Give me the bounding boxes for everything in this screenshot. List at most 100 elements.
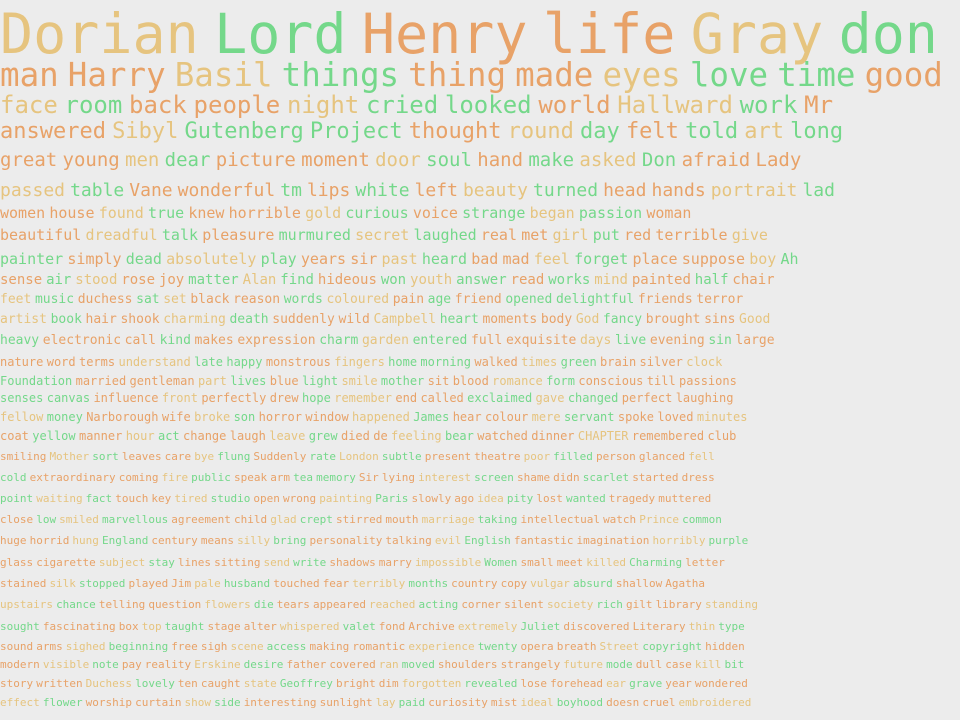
cloud-word: gold [305,204,342,222]
cloud-word: forehead [550,677,604,690]
cloud-word: form [546,374,576,388]
cloud-word: back [129,91,187,119]
cloud-word: table [70,180,125,201]
word-cloud-line: glass cigarette subject stay lines sitting sen… [0,556,728,569]
cloud-word: tm [280,180,302,201]
cloud-word: touched [273,577,320,590]
cloud-word: morning [420,355,471,369]
cloud-word: memory [316,471,356,484]
cloud-word: question [148,598,202,611]
cloud-word: fancy [602,312,643,327]
cloud-word: sighed [65,640,106,653]
cloud-word: arm [270,471,291,484]
cloud-word: senses [0,391,44,405]
cloud-word: Paris [375,492,409,505]
cloud-word: heard [421,250,467,268]
cloud-word: sat [136,292,160,307]
cloud-word: conscious [578,374,644,388]
cloud-word: Campbell [373,312,437,327]
cloud-word: give [731,226,768,244]
cloud-word: friend [454,292,502,307]
cloud-word: expression [237,333,316,348]
cloud-word: ago [454,492,475,505]
cloud-word: walked [474,355,518,369]
word-cloud-line: nature word terms understand late happy monstr… [0,355,726,369]
cloud-word: laughed [413,226,477,244]
cloud-word: top [141,620,162,633]
cloud-word: reached [369,598,416,611]
cloud-word: works [548,272,591,288]
cloud-word: access [266,640,307,653]
cloud-word: coming [118,471,159,484]
cloud-word: fellow [0,410,44,424]
cloud-word: flowers [204,598,251,611]
cloud-word: means [200,534,234,547]
cloud-word: set [163,292,187,307]
cloud-word: exclaimed [467,391,533,405]
cloud-word: feeling [391,429,442,443]
cloud-word: bit [724,658,745,671]
cloud-word: taking [477,513,518,526]
cloud-word: eyes [602,56,681,94]
cloud-word: rate [309,450,336,463]
cloud-word: tired [174,492,208,505]
cloud-word: asked [579,149,637,171]
cloud-word: agreement [171,513,231,526]
cloud-word: door [375,149,421,171]
cloud-word: gilt [625,598,653,611]
word-cloud-line: story written Duchess lovely ten caught state G… [0,677,751,690]
word-cloud-line: heavy electronic call kind makes expression ch… [0,333,778,348]
cloud-word: music [34,292,75,307]
cloud-word: passed [0,180,66,201]
cloud-word: part [197,374,227,388]
cloud-word: dear [164,149,211,171]
cloud-word: person [595,450,636,463]
cloud-word: bear [444,429,474,443]
cloud-word: paid [398,696,426,709]
word-cloud-line: effect flower worship curtain show side intere… [0,696,754,709]
cloud-word: idea [477,492,504,505]
cloud-word: written [36,677,83,690]
cloud-word: talk [161,226,199,244]
cloud-word: call [124,333,156,348]
cloud-word: live [614,333,647,348]
cloud-word: London [339,450,379,463]
cloud-word: started [632,471,679,484]
cloud-word: Sibyl [112,119,179,144]
cloud-word: hand [477,149,524,171]
cloud-word: bright [335,677,376,690]
cloud-word: telling [98,598,146,611]
word-cloud-line: close low smiled marvellous agreement child gl… [0,513,725,526]
cloud-word: watch [603,513,637,526]
cloud-word: put [592,226,620,244]
cloud-word: dim [378,677,399,690]
cloud-word: extremely [457,620,518,633]
cloud-word: painting [319,492,373,505]
cloud-word: father [286,658,327,671]
cloud-word: Lord [214,2,347,66]
cloud-word: artist [0,312,47,327]
cloud-word: God [575,312,600,327]
cloud-word: Gutenberg [184,119,304,144]
cloud-word: Charming [629,556,683,569]
cloud-word: drew [269,391,299,405]
cloud-word: Duchess [85,677,132,690]
cloud-word: life [542,2,676,66]
cloud-word: young [62,149,120,171]
cloud-word: house [49,204,95,222]
cloud-word: de [373,429,388,443]
cloud-word: leave [269,429,306,443]
cloud-word: youth [410,272,453,288]
cloud-word: hidden [705,640,745,653]
cloud-word: care [164,450,192,463]
cloud-word: green [560,355,597,369]
cloud-word: CHAPTER [577,429,629,443]
cloud-word: wanted [565,492,606,505]
cloud-word: love [689,56,769,94]
cloud-word: looked [444,91,532,119]
cloud-word: twenty [477,640,518,653]
cloud-word: horror [258,410,302,424]
cloud-word: fear [322,577,350,590]
cloud-word: shoulders [437,658,498,671]
